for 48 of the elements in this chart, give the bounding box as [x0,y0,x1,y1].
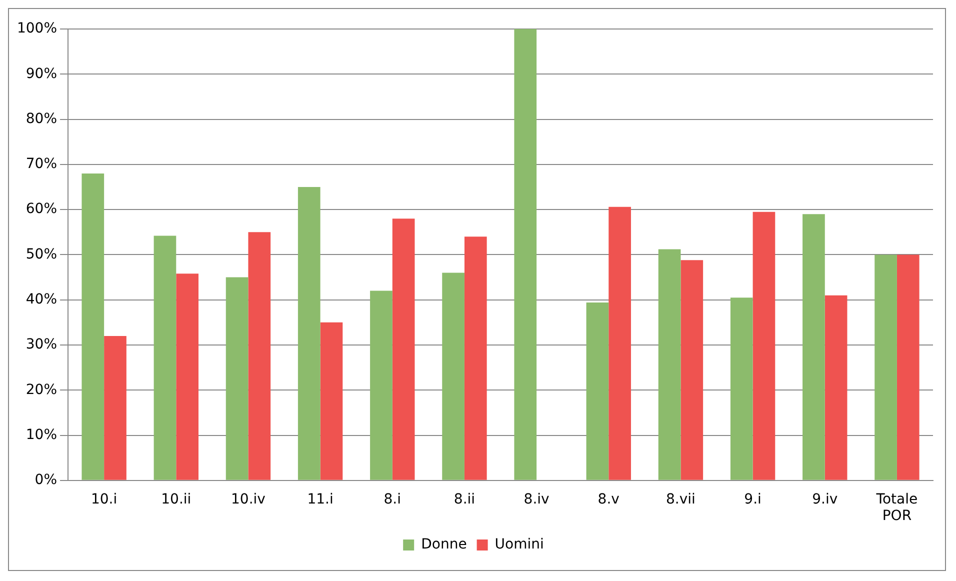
x-tick-label: 11.i [307,491,334,508]
bar [82,173,104,480]
x-tick-label: 8.ii [454,491,476,508]
legend-label: Uomini [494,536,544,553]
y-tick-label: 70% [26,156,58,172]
x-tick-label: 8.iv [524,491,550,508]
x-tick-label: 8.v [598,491,620,508]
bar [298,186,320,480]
x-tick-label: 10.i [90,491,118,508]
y-tick-label: 30% [26,336,58,353]
bar [154,236,176,480]
x-tick-label: 8.i [384,491,402,508]
bar [226,277,248,480]
bar [658,249,681,480]
bar [874,254,897,480]
legend-label: Donne [421,536,467,553]
y-tick-label: 0% [34,472,58,488]
x-tick-label: 8.vii [666,491,696,508]
bar [802,214,825,480]
x-tick-label: 10.iv [231,491,266,508]
bar [320,322,343,480]
bar [824,295,848,480]
bar [608,206,631,480]
y-tick-label: 20% [26,382,58,398]
y-tick-label: 80% [26,110,58,127]
bar [392,218,415,480]
y-tick-label: 50% [26,246,58,262]
bar [514,29,537,480]
bar [680,260,704,480]
y-tick-label: 40% [26,291,58,308]
y-tick-label: 10% [26,426,58,443]
bar [586,302,609,480]
y-tick-label: 60% [26,201,58,218]
bar [896,254,920,480]
bar [104,336,126,480]
x-tick-label: 9.i [744,491,762,508]
x-tick-label: 9.iv [812,491,838,508]
bar [370,290,392,480]
bar [176,274,198,480]
bar [442,272,464,480]
x-tick-label: Totale POR [875,491,918,524]
x-tick-label: 10.ii [161,491,192,508]
y-tick-label: 100% [16,20,58,37]
bar [464,236,487,480]
bar [248,232,271,480]
bar [730,298,753,480]
y-tick-label: 90% [26,66,58,82]
bar [752,212,776,480]
